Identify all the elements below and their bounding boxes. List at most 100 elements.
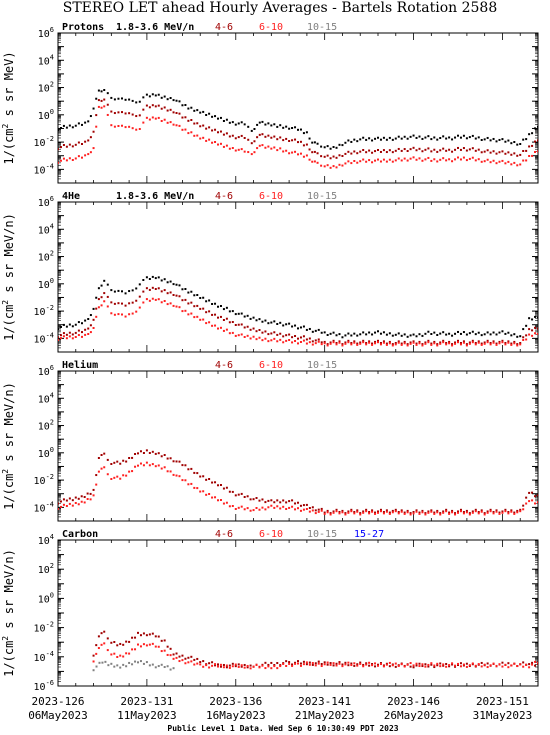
data-point: [240, 505, 243, 508]
data-point: [234, 665, 237, 668]
data-point: [362, 158, 365, 161]
legend-entry: 10-15: [307, 22, 337, 33]
data-point: [219, 484, 222, 486]
data-point: [329, 663, 332, 666]
data-point: [326, 663, 329, 666]
data-point: [427, 330, 430, 333]
data-point: [409, 135, 412, 138]
data-point: [424, 512, 427, 515]
data-point: [231, 134, 234, 137]
data-point: [184, 662, 187, 665]
data-point: [135, 299, 138, 302]
data-point: [368, 340, 371, 343]
data-point: [145, 276, 148, 279]
data-point: [329, 341, 332, 344]
data-point: [160, 120, 163, 122]
data-point: [468, 342, 471, 345]
data-point: [394, 159, 397, 162]
data-point: [406, 663, 409, 666]
data-point: [261, 664, 264, 667]
data-point: [288, 339, 291, 341]
data-point: [531, 144, 534, 147]
data-point: [436, 343, 439, 346]
data-point: [125, 460, 128, 463]
data-point: [504, 663, 507, 666]
data-point: [250, 129, 253, 132]
data-point: [439, 149, 442, 152]
x-day-tick-label: 2023-131: [120, 695, 173, 708]
data-point: [246, 314, 249, 317]
data-point: [406, 159, 409, 162]
data-point: [193, 134, 196, 137]
data-point: [267, 322, 270, 325]
data-point: [71, 145, 74, 148]
data-point: [246, 325, 249, 328]
data-point: [338, 662, 341, 665]
data-point: [148, 464, 151, 467]
y-tick-label: 10-2: [34, 135, 54, 149]
data-point: [374, 665, 377, 668]
data-point: [498, 663, 501, 666]
data-point: [356, 152, 359, 155]
data-point: [97, 287, 100, 290]
data-point: [240, 492, 243, 495]
data-point: [305, 131, 308, 134]
data-point: [495, 342, 498, 345]
data-point: [421, 344, 424, 347]
data-point: [421, 663, 424, 666]
data-point: [71, 333, 74, 336]
data-point: [537, 662, 538, 665]
data-point: [492, 159, 495, 162]
data-point: [291, 664, 294, 667]
data-point: [243, 315, 246, 318]
series-4-6: [58, 449, 538, 515]
data-point: [316, 161, 319, 164]
data-point: [163, 639, 166, 642]
data-point: [516, 143, 519, 146]
data-point: [338, 333, 341, 336]
data-point: [525, 324, 528, 327]
data-point: [350, 662, 353, 665]
data-point: [457, 146, 459, 149]
data-point: [110, 110, 113, 113]
data-point: [409, 513, 412, 516]
data-point: [377, 341, 379, 344]
data-point: [100, 106, 103, 109]
data-point: [418, 662, 421, 665]
data-point: [454, 664, 457, 667]
data-point: [528, 317, 531, 320]
data-point: [537, 327, 538, 330]
data-point: [288, 506, 291, 509]
data-point: [135, 101, 138, 104]
data-point: [106, 92, 109, 95]
data-point: [353, 511, 356, 513]
data-point: [371, 663, 374, 666]
data-point: [58, 508, 59, 510]
data-point: [382, 511, 385, 513]
data-point: [294, 324, 297, 327]
x-date-tick-label: 11May2023: [117, 709, 177, 722]
data-point: [418, 147, 421, 150]
data-point: [181, 288, 184, 291]
data-point: [320, 341, 323, 344]
data-point: [356, 509, 359, 512]
data-point: [323, 511, 326, 514]
data-point: [163, 118, 166, 121]
data-point: [418, 340, 421, 343]
data-point: [258, 666, 261, 669]
data-point: [353, 150, 356, 153]
data-point: [465, 511, 468, 514]
data-point: [228, 666, 231, 669]
data-point: [65, 159, 68, 162]
data-point: [282, 341, 285, 344]
data-point: [305, 508, 308, 510]
data-point: [516, 511, 519, 514]
data-point: [288, 500, 291, 503]
data-point: [190, 131, 193, 134]
data-point: [332, 331, 335, 334]
data-point: [121, 290, 123, 293]
data-point: [58, 339, 59, 341]
data-point: [537, 125, 538, 128]
data-point: [113, 313, 116, 316]
data-point: [430, 159, 433, 162]
